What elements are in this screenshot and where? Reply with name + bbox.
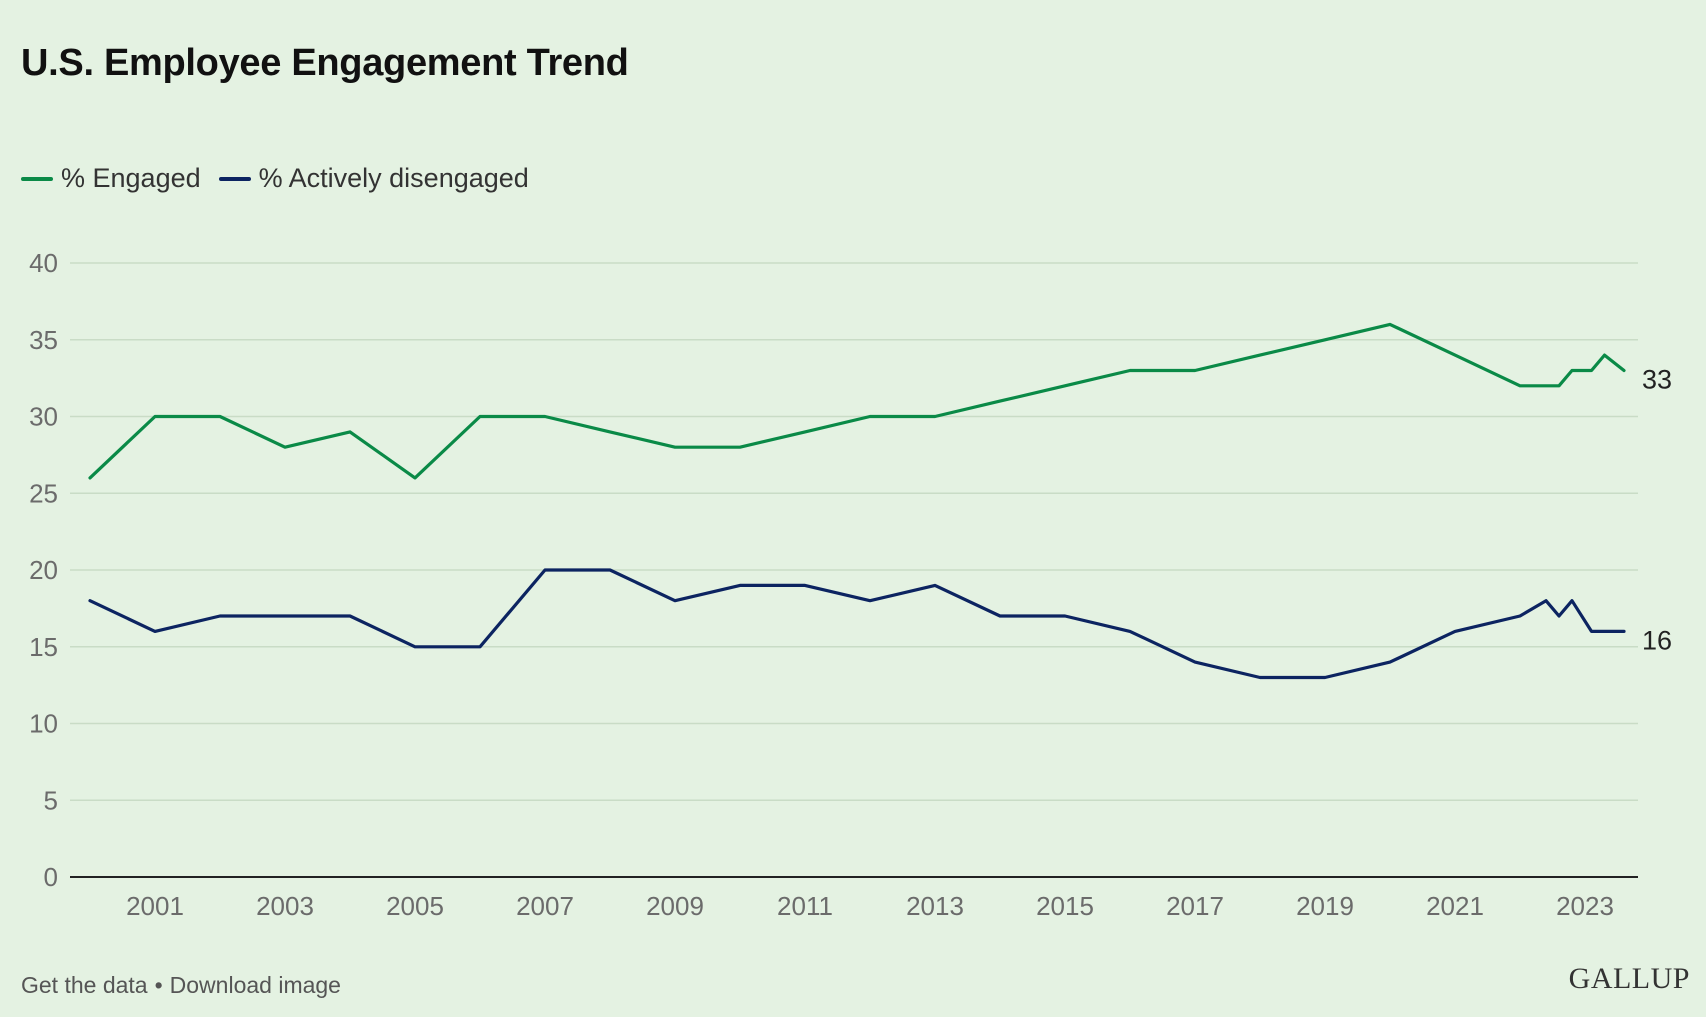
- legend-swatch-disengaged: [218, 176, 251, 181]
- legend-label-engaged: % Engaged: [61, 163, 201, 193]
- legend-item-disengaged[interactable]: % Actively disengaged: [218, 163, 529, 194]
- page-title: U.S. Employee Engagement Trend: [21, 42, 629, 84]
- x-tick-label-2011: 2011: [777, 891, 833, 921]
- x-tick-label-2015: 2015: [1036, 891, 1094, 921]
- y-tick-label-10: 10: [29, 709, 58, 739]
- x-tick-label-2017: 2017: [1166, 891, 1224, 921]
- x-tick-label-2007: 2007: [516, 891, 574, 921]
- get-data-link[interactable]: Get the data: [21, 972, 148, 998]
- series-line-0: [88, 322, 1626, 480]
- x-tick-label-2021: 2021: [1426, 891, 1484, 921]
- footer-separator: •: [154, 972, 163, 998]
- y-tick-label-15: 15: [29, 632, 58, 662]
- x-tick-label-2013: 2013: [906, 891, 964, 921]
- y-tick-label-40: 40: [29, 248, 58, 278]
- y-tick-label-25: 25: [29, 478, 58, 508]
- legend-item-engaged[interactable]: % Engaged: [21, 163, 201, 194]
- footer-links: Get the data • Download image: [21, 972, 341, 999]
- legend-swatch-engaged: [21, 176, 53, 181]
- legend-label-disengaged: % Actively disengaged: [258, 163, 529, 193]
- x-tick-label-2003: 2003: [256, 891, 314, 921]
- x-tick-label-2005: 2005: [386, 891, 444, 921]
- y-tick-label-5: 5: [44, 785, 58, 815]
- y-tick-label-30: 30: [29, 402, 58, 432]
- x-tick-label-2001: 2001: [126, 891, 184, 921]
- series-end-label-0: 33: [1642, 364, 1672, 394]
- x-tick-label-2023: 2023: [1556, 891, 1614, 921]
- gallup-logo: GALLUP: [1568, 962, 1690, 995]
- x-tick-label-2019: 2019: [1296, 891, 1354, 921]
- series-end-label-1: 16: [1642, 625, 1672, 655]
- x-tick-label-2009: 2009: [646, 891, 704, 921]
- y-tick-label-0: 0: [44, 862, 58, 892]
- chart-legend: % Engaged % Actively disengaged: [21, 163, 547, 194]
- y-tick-label-35: 35: [29, 325, 58, 355]
- download-image-link[interactable]: Download image: [169, 972, 341, 998]
- series-line-1: [88, 568, 1626, 680]
- y-tick-label-20: 20: [29, 555, 58, 585]
